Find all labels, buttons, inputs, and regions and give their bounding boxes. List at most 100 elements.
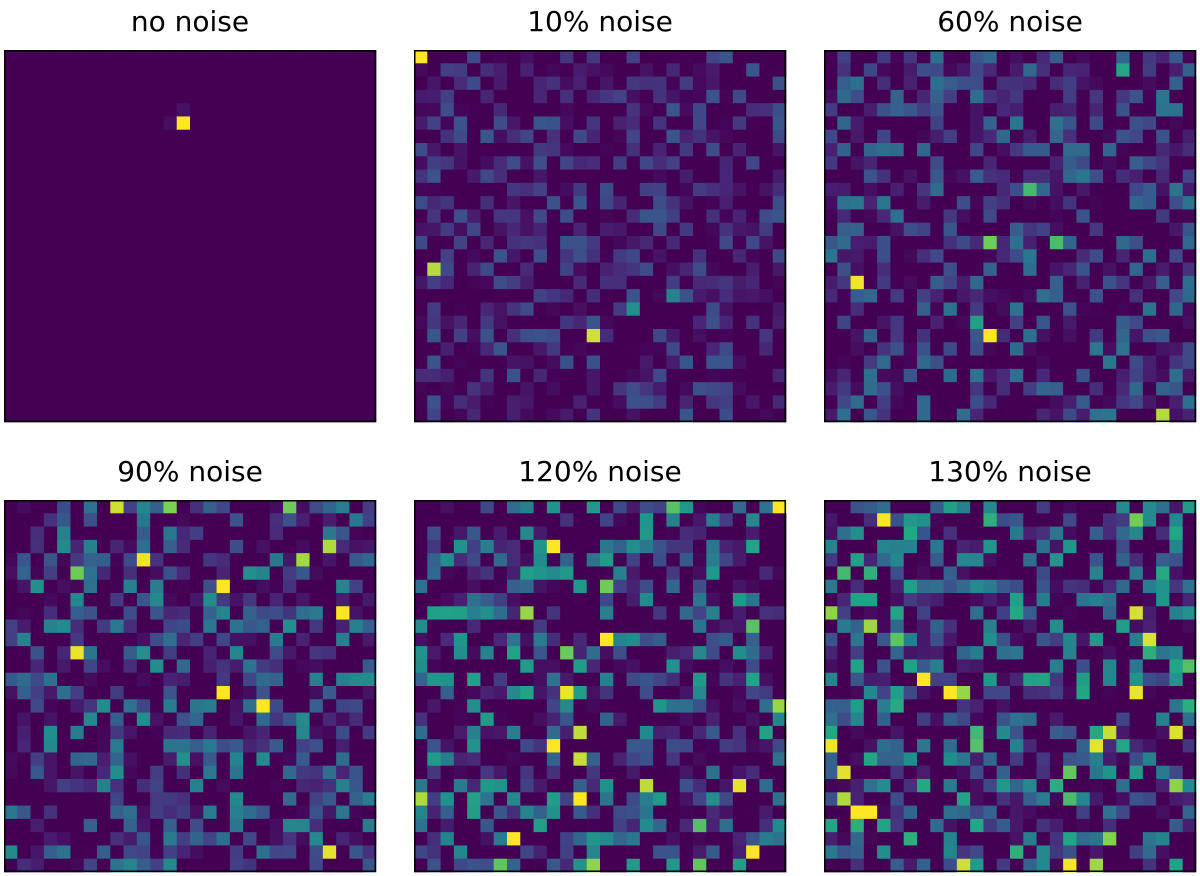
heatmap-cell <box>269 606 284 620</box>
heatmap-cell <box>560 50 574 64</box>
heatmap-cell <box>97 779 111 793</box>
heatmap-cell <box>427 845 441 860</box>
heatmap-cell <box>613 315 627 330</box>
heatmap-cell <box>136 76 151 91</box>
heatmap-cell <box>732 659 747 674</box>
heatmap-cell <box>349 632 364 647</box>
heatmap-cell <box>296 408 310 423</box>
heatmap-cell <box>1182 89 1197 104</box>
heatmap-cell <box>467 156 481 170</box>
heatmap-cell <box>30 858 45 873</box>
heatmap-cell <box>309 302 324 317</box>
heatmap-cell <box>30 672 45 687</box>
heatmap-cell <box>1156 249 1170 263</box>
heatmap-cell <box>83 805 98 820</box>
heatmap-cell <box>507 579 521 594</box>
heatmap-cell <box>1129 169 1144 184</box>
heatmap-cell <box>97 659 111 674</box>
heatmap-cell <box>322 686 337 700</box>
heatmap-cell <box>1129 818 1144 833</box>
heatmap-cell <box>43 315 58 330</box>
heatmap-cell <box>1182 342 1197 356</box>
heatmap-cell <box>719 196 734 210</box>
heatmap-cell <box>256 686 271 700</box>
heatmap-cell <box>560 289 574 303</box>
heatmap-cell <box>97 686 111 700</box>
heatmap-cell <box>1182 672 1197 687</box>
heatmap-cell <box>322 63 337 77</box>
heatmap-cell <box>824 408 838 423</box>
heatmap-cell <box>123 275 138 290</box>
heatmap-cell <box>863 196 878 210</box>
heatmap-cell <box>110 289 124 303</box>
heatmap-cell <box>136 845 151 860</box>
heatmap-cell <box>97 593 111 607</box>
heatmap-cell <box>930 553 944 567</box>
heatmap-cell <box>57 752 71 767</box>
heatmap-cell <box>546 632 561 647</box>
heatmap-cell <box>269 315 284 330</box>
heatmap-cell <box>467 395 481 410</box>
heatmap-cell <box>256 672 271 687</box>
heatmap-cell <box>850 619 865 634</box>
heatmap-cell <box>824 143 838 157</box>
heatmap-cell <box>520 196 534 210</box>
heatmap-cell <box>890 342 905 356</box>
heatmap-cell <box>573 632 588 647</box>
heatmap-cell <box>666 725 681 740</box>
heatmap-cell <box>956 818 971 833</box>
heatmap-cell <box>203 725 217 740</box>
heatmap-cell <box>983 368 998 383</box>
heatmap-cell <box>837 209 851 224</box>
heatmap-cell <box>283 129 297 144</box>
heatmap-cell <box>850 539 865 554</box>
heatmap-cell <box>123 725 138 740</box>
heatmap-cell <box>930 302 944 317</box>
heatmap-cell <box>150 513 164 527</box>
heatmap-cell <box>123 262 138 277</box>
heatmap-cell <box>467 805 481 820</box>
heatmap-cell <box>1182 659 1197 674</box>
heatmap-cell <box>362 858 377 873</box>
heatmap-cell <box>480 129 495 144</box>
heatmap-cell <box>1076 169 1091 184</box>
heatmap-cell <box>414 262 428 277</box>
heatmap-cell <box>1010 579 1024 594</box>
heatmap-cell <box>917 302 931 317</box>
heatmap-cell <box>453 646 468 660</box>
heatmap-cell <box>493 249 508 263</box>
heatmap-cell <box>560 382 574 396</box>
heatmap-cell <box>17 593 31 607</box>
heatmap-cell <box>30 103 45 117</box>
heatmap-cell <box>203 579 217 594</box>
heatmap-cell <box>837 182 851 197</box>
heatmap-cell <box>837 752 851 767</box>
heatmap-cell <box>943 606 958 620</box>
heatmap-cell <box>97 262 111 277</box>
heatmap-cell <box>850 408 865 423</box>
heatmap-cell <box>296 712 310 727</box>
heatmap-cell <box>203 196 217 210</box>
heatmap-cell <box>917 76 931 91</box>
heatmap-cell <box>176 513 191 527</box>
heatmap-cell <box>17 275 31 290</box>
heatmap-cell <box>653 526 667 541</box>
heatmap-cell <box>440 50 455 64</box>
heatmap-cell <box>824 606 838 620</box>
heatmap-cell <box>243 89 257 104</box>
heatmap-cell <box>1156 182 1170 197</box>
heatmap-cell <box>414 858 428 873</box>
heatmap-cell <box>983 646 998 660</box>
heatmap-cell <box>70 342 85 356</box>
heatmap-cell <box>1182 143 1197 157</box>
heatmap-cell <box>533 579 548 594</box>
heatmap-cell <box>746 129 760 144</box>
heatmap-cell <box>930 672 944 687</box>
heatmap-cell <box>414 845 428 860</box>
panel-title: 10% noise <box>527 5 673 38</box>
heatmap-cell <box>533 845 548 860</box>
heatmap-cell <box>1116 249 1130 263</box>
heatmap-cell <box>613 89 627 104</box>
heatmap-cell <box>573 845 588 860</box>
heatmap-cell <box>600 779 614 793</box>
